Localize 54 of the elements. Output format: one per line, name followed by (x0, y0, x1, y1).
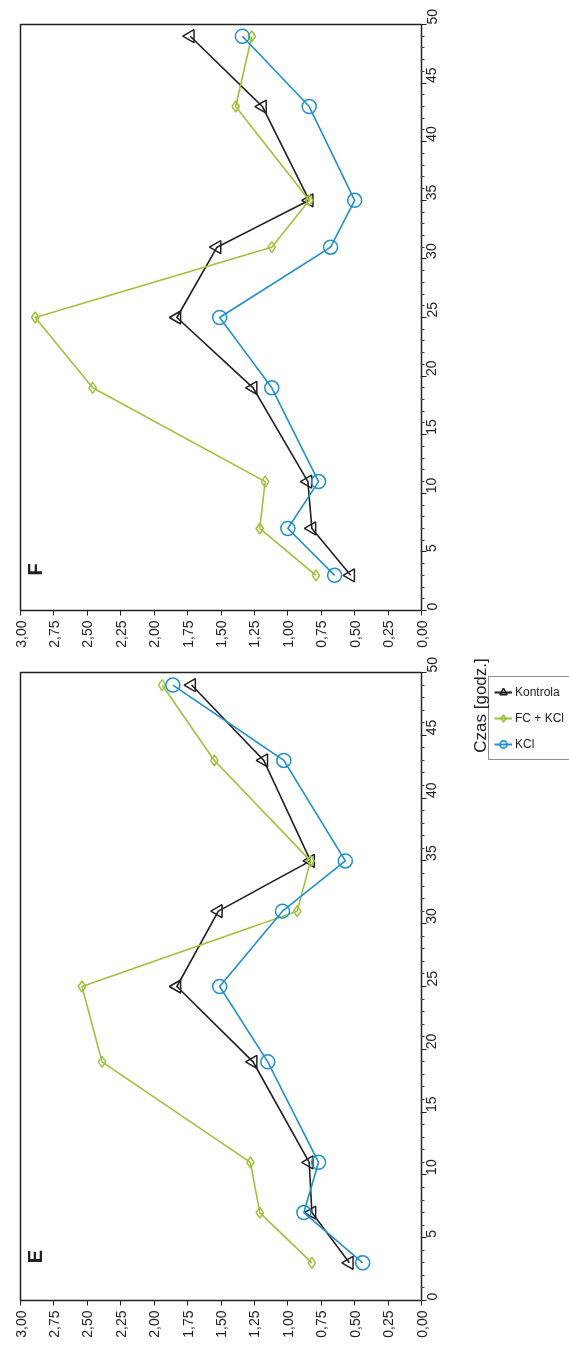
x-tick-label: 0,25 (380, 620, 397, 648)
y-tick-label: 10 (423, 1159, 440, 1175)
y-tick-label: 35 (423, 184, 440, 201)
y-tick-label: 40 (423, 125, 440, 142)
x-tick-label: 2,25 (112, 1310, 129, 1338)
x-tick-label: 2,75 (45, 620, 62, 648)
x-tick-label: 0,00 (413, 620, 430, 648)
x-tick-label: 1,00 (279, 1310, 296, 1338)
x-tick-label: 2,00 (146, 620, 163, 648)
x-tick-label: 3,00 (12, 1310, 29, 1338)
x-tick-label: 2,75 (45, 1310, 62, 1338)
y-tick-label: 5 (423, 1229, 440, 1238)
legend-label: KCl (515, 737, 535, 751)
y-tick-label: 30 (423, 907, 440, 924)
text: F (23, 563, 46, 576)
x-tick-label: 3,00 (12, 620, 29, 648)
x-tick-label: 1,00 (279, 620, 296, 648)
y-tick-label: 15 (423, 1096, 440, 1113)
y-tick-label: 40 (423, 782, 440, 799)
x-tick-label: 1,50 (213, 620, 229, 648)
y-tick-label: 50 (423, 656, 440, 673)
y-tick-label: 25 (423, 970, 440, 987)
y-tick-label: 35 (423, 845, 440, 861)
x-tick-label: 2,00 (146, 1310, 163, 1338)
x-tick-label: 1,25 (246, 620, 263, 648)
text: E (23, 1249, 46, 1264)
x-tick-label: 1,75 (179, 1310, 196, 1338)
x-tick-label: 2,25 (112, 620, 129, 648)
y-axis-title: Czas [godz.] (471, 658, 490, 753)
y-tick-label: 20 (423, 1033, 440, 1050)
x-tick-label: 0,75 (313, 620, 330, 648)
x-tick-label: 0,50 (346, 1310, 363, 1338)
x-tick-label: 2,50 (79, 620, 96, 648)
x-tick-label: 0,75 (313, 1310, 330, 1338)
y-tick-label: 5 (423, 543, 440, 552)
y-tick-label: 0 (423, 602, 440, 611)
x-tick-label: 2,50 (79, 1310, 96, 1338)
x-tick-label: 0,50 (346, 620, 363, 648)
y-tick-label: 30 (423, 243, 440, 259)
legend-label: FC + KCl (515, 711, 565, 725)
y-tick-label: 10 (423, 477, 440, 494)
legend-label: Kontrola (515, 685, 560, 699)
x-tick-label: 1,75 (179, 620, 196, 648)
y-tick-label: 45 (423, 719, 440, 736)
x-tick-label: 0,25 (380, 1310, 397, 1338)
y-tick-label: 45 (423, 67, 440, 84)
x-tick-label: 1,50 (213, 1310, 229, 1338)
y-tick-label: 0 (423, 1292, 440, 1301)
x-tick-label: 1,25 (246, 1310, 263, 1338)
y-tick-label: 20 (423, 360, 440, 377)
x-tick-label: 0,00 (413, 1310, 430, 1338)
y-tick-label: 50 (423, 8, 440, 25)
y-tick-label: 15 (423, 418, 440, 435)
y-tick-label: 25 (423, 301, 440, 318)
